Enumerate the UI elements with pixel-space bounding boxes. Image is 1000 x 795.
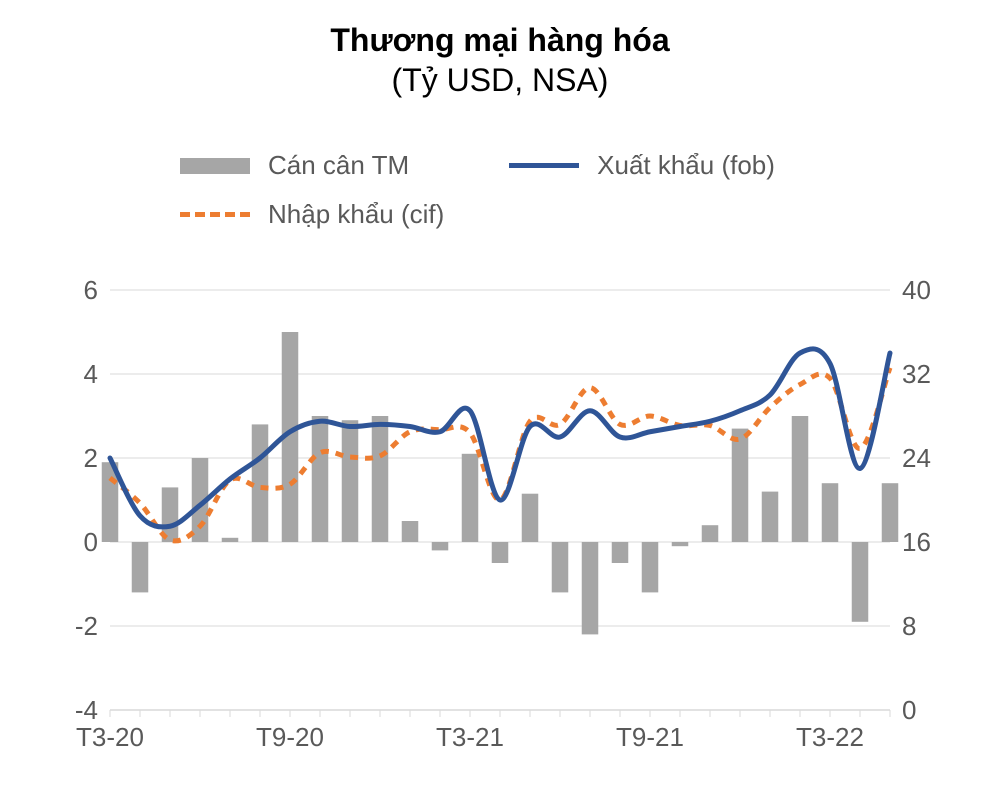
- bar-swatch-icon: [180, 158, 250, 174]
- svg-text:T3-20: T3-20: [76, 722, 144, 752]
- legend-item-export: Xuất khẩu (fob): [509, 150, 775, 181]
- svg-text:24: 24: [902, 443, 931, 473]
- svg-text:T3-21: T3-21: [436, 722, 504, 752]
- svg-text:16: 16: [902, 527, 931, 557]
- legend-row: Cán cân TM Xuất khẩu (fob): [180, 150, 900, 181]
- chart-container: Thương mại hàng hóa (Tỷ USD, NSA) Cán câ…: [0, 0, 1000, 795]
- line-solid-swatch-icon: [509, 163, 579, 168]
- legend-item-import: Nhập khẩu (cif): [180, 199, 444, 230]
- legend-label: Cán cân TM: [268, 150, 409, 181]
- line-dash-swatch-icon: [180, 212, 250, 217]
- legend-item-bar: Cán cân TM: [180, 150, 409, 181]
- svg-text:6: 6: [84, 280, 98, 305]
- svg-text:4: 4: [84, 359, 98, 389]
- svg-text:0: 0: [902, 695, 916, 725]
- chart-title: Thương mại hàng hóa: [0, 20, 1000, 60]
- svg-text:8: 8: [902, 611, 916, 641]
- svg-text:-4: -4: [75, 695, 98, 725]
- svg-text:T3-22: T3-22: [796, 722, 864, 752]
- svg-text:-2: -2: [75, 611, 98, 641]
- legend: Cán cân TM Xuất khẩu (fob) Nhập khẩu (ci…: [180, 150, 900, 248]
- svg-text:2: 2: [84, 443, 98, 473]
- legend-label: Nhập khẩu (cif): [268, 199, 444, 230]
- chart-subtitle: (Tỷ USD, NSA): [0, 60, 1000, 100]
- svg-text:T9-21: T9-21: [616, 722, 684, 752]
- chart-plot: -4 0 -2 8 0 16 2 24 4 32 6 40 T3-20 T9-20 T3-21 T9-21 T3…: [40, 280, 960, 760]
- legend-label: Xuất khẩu (fob): [597, 150, 775, 181]
- svg-text:T9-20: T9-20: [256, 722, 324, 752]
- svg-text:32: 32: [902, 359, 931, 389]
- svg-text:40: 40: [902, 280, 931, 305]
- svg-text:0: 0: [84, 527, 98, 557]
- title-block: Thương mại hàng hóa (Tỷ USD, NSA): [0, 0, 1000, 100]
- legend-row: Nhập khẩu (cif): [180, 199, 900, 230]
